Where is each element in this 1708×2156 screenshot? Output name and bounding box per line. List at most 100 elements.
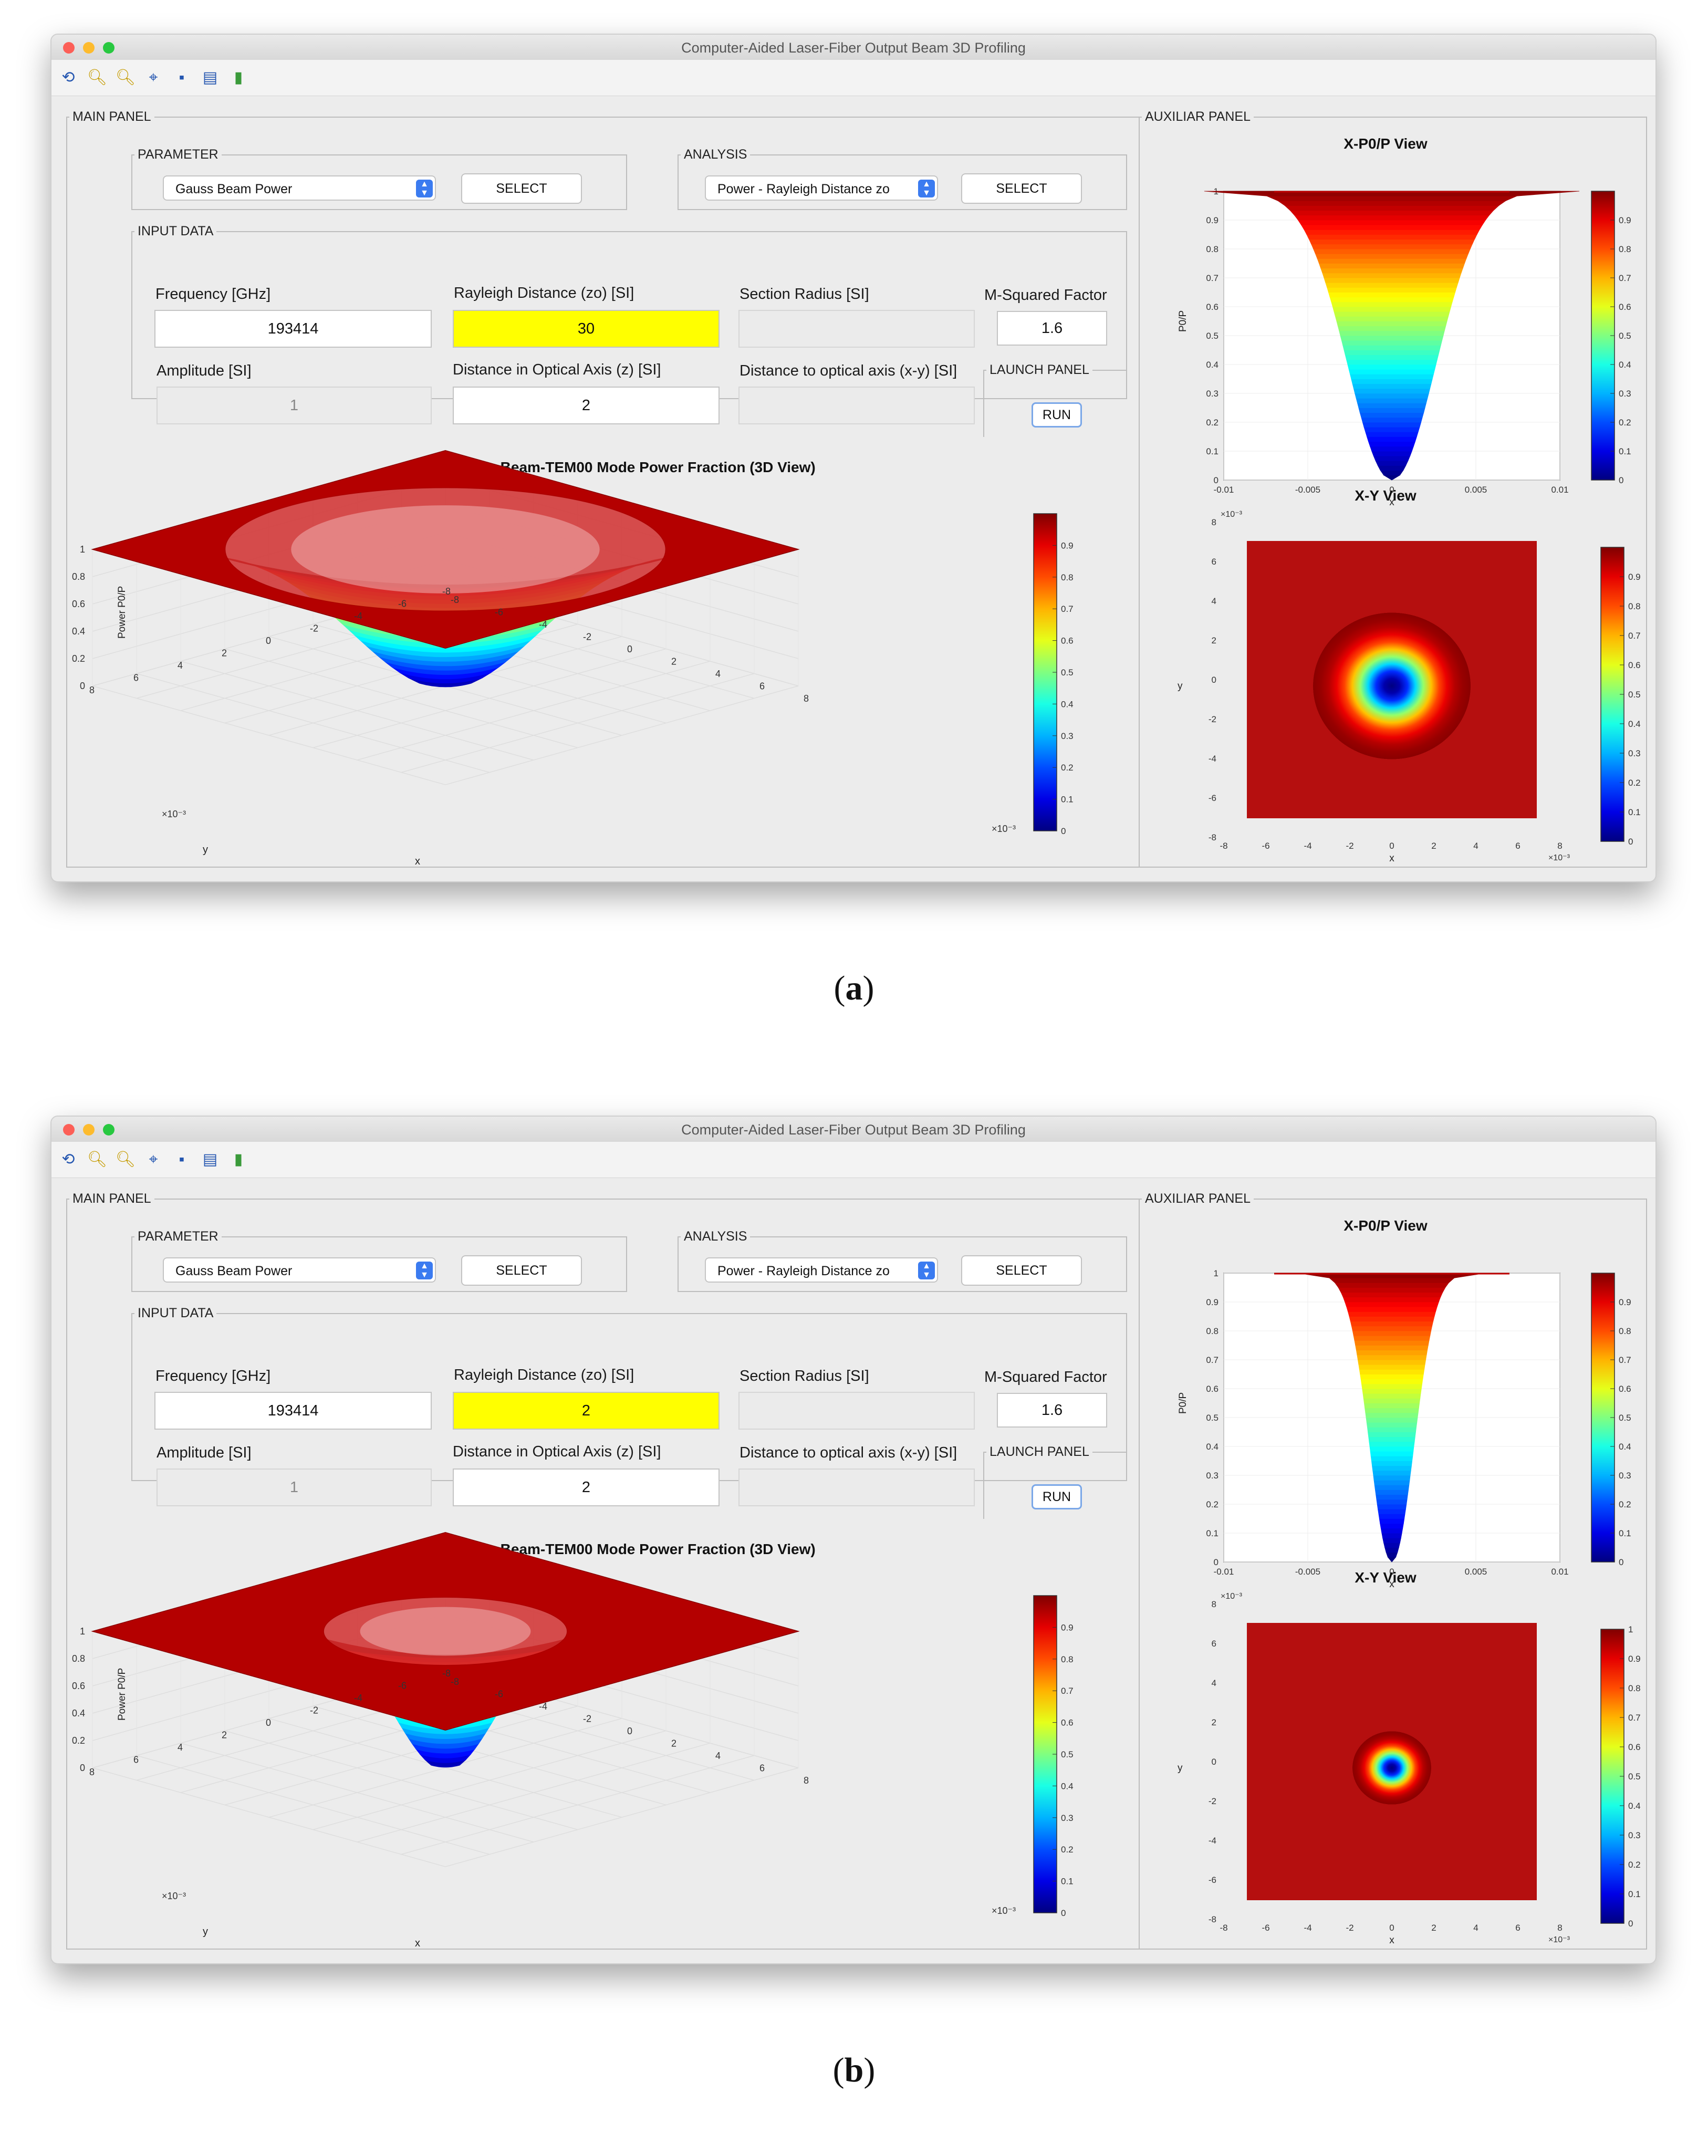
x-tick-label: 0.005 (1465, 485, 1487, 495)
rayleigh-distance-field[interactable]: 2 (453, 1392, 720, 1430)
zoom-in-icon[interactable]: 🔍︎ (87, 1151, 108, 1168)
y-tick-label: 0.2 (1206, 1499, 1218, 1509)
xp-curve-band (1373, 1475, 1411, 1481)
grid-line (357, 1743, 711, 1842)
minimize-window-button[interactable] (83, 1124, 95, 1136)
close-window-button[interactable] (63, 42, 75, 54)
close-window-button[interactable] (63, 1124, 75, 1136)
screenshot-a: Computer-Aided Laser-Fiber Output Beam 3… (0, 0, 1708, 1074)
xp-curve-band (1345, 1301, 1439, 1307)
y-tick-label: 6 (1212, 557, 1216, 567)
parameter-dropdown[interactable]: Gauss Beam Power ▲ ▼ (163, 175, 436, 201)
insert-legend-icon[interactable]: ▤ (202, 1151, 218, 1168)
y-tick-label: 0.9 (1206, 215, 1218, 225)
zoom-out-icon[interactable]: 🔍︎ (116, 1151, 136, 1168)
analysis-dropdown[interactable]: Power - Rayleigh Distance zo ▲ ▼ (705, 175, 938, 201)
rotate-icon[interactable]: ⟲ (61, 1151, 75, 1168)
y-tick-label: -8 (442, 586, 451, 597)
x-tick-label: 8 (804, 693, 809, 704)
xp-plot-axes[interactable]: 00.10.20.30.40.50.60.70.80.91-0.01-0.005… (1165, 1235, 1638, 1590)
zoom-in-icon[interactable]: 🔍︎ (87, 69, 108, 86)
x-tick-label: -2 (1346, 1923, 1353, 1933)
zoom-out-icon[interactable]: 🔍︎ (116, 69, 136, 86)
m-squared-field[interactable]: 1.6 (997, 1393, 1107, 1428)
x-axis-label: x (1389, 853, 1394, 864)
chevron-updown-icon: ▲ ▼ (416, 180, 433, 197)
y-tick-label: -4 (1209, 1836, 1216, 1846)
grid-line (136, 1755, 490, 1855)
xy-plot-axes[interactable]: 8 6 4 2 0 -2 -4 -6 -8 -8 -6 -4 -2 0 2 4 6 8 y x ×10⁻³ ×10⁻³ 0 0… (1165, 1583, 1648, 1946)
frequency-field[interactable]: 193414 (154, 310, 432, 348)
analysis-legend: ANALYSIS (684, 1229, 747, 1244)
y-tick-label: 4 (1212, 1678, 1216, 1688)
save-icon[interactable]: ▪ (179, 69, 185, 86)
y-tick-label: 8 (1212, 517, 1216, 527)
colorbar-tick-label: 0.2 (1061, 1845, 1074, 1855)
colorbar-tick-label: 0.4 (1628, 1801, 1641, 1811)
xp-curve-band (1358, 1364, 1425, 1370)
plot3d-axes[interactable]: 0 0.2 0.4 0.6 0.8 1 8 6 4 2 0 -2 -4 -6 -8-8 -6 -4 -2 0 2 4 6 8… (72, 450, 1091, 867)
caption-letter: b (844, 2051, 864, 2089)
run-button[interactable]: RUN (1032, 1484, 1082, 1509)
analysis-dropdown[interactable]: Power - Rayleigh Distance zo ▲ ▼ (705, 1257, 938, 1283)
xp-curve-band (1300, 224, 1483, 230)
m-squared-field[interactable]: 1.6 (997, 311, 1107, 346)
xp-curve-band (1357, 1355, 1427, 1360)
rayleigh-distance-field[interactable]: 30 (453, 310, 720, 348)
parameter-select-button[interactable]: SELECT (461, 1255, 582, 1286)
zoom-window-button[interactable] (103, 1124, 114, 1136)
insert-legend-icon[interactable]: ▤ (202, 69, 218, 86)
section-radius-field[interactable] (738, 310, 975, 348)
xp-curve-band (1370, 446, 1414, 452)
insert-colorbar-icon[interactable]: ▮ (234, 69, 243, 86)
parameter-dropdown[interactable]: Gauss Beam Power ▲ ▼ (163, 1257, 436, 1283)
xp-curve-band (1374, 1490, 1409, 1495)
optical-axis-distance-field[interactable]: 2 (453, 1468, 720, 1506)
plot3d-axes[interactable]: 0 0.2 0.4 0.6 0.8 1 8 6 4 2 0 -2 -4 -6 -8-8 -6 -4 -2 0 2 4 6 8… (72, 1532, 1091, 1949)
optical-axis-distance-field[interactable]: 2 (453, 387, 720, 424)
xy-plot-axes[interactable]: 8 6 4 2 0 -2 -4 -6 -8 -8 -6 -4 -2 0 2 4 6 8 y x ×10⁻³ ×10⁻³ 0 0… (1165, 501, 1648, 864)
z-tick-label: 0.8 (72, 571, 85, 582)
zoom-window-button[interactable] (103, 42, 114, 54)
xp-curve-band (1344, 350, 1440, 356)
xp-curve-band (1328, 1277, 1455, 1283)
data-cursor-icon[interactable]: ⌖ (149, 1151, 158, 1168)
frequency-field[interactable]: 193414 (154, 1392, 432, 1430)
colorbar-tick-label: 0.6 (1628, 660, 1641, 670)
parameter-select-button[interactable]: SELECT (461, 173, 582, 204)
amplitude-field[interactable]: 1 (157, 1468, 432, 1506)
surface-rim-highlight (360, 1607, 531, 1656)
rayleigh-distance-label: Rayleigh Distance (zo) [SI] (454, 1367, 634, 1383)
minimize-window-button[interactable] (83, 42, 95, 54)
section-radius-field[interactable] (738, 1392, 975, 1430)
xy-distance-field[interactable] (738, 1468, 975, 1506)
colorbar-tick-label: 0.9 (1628, 1654, 1641, 1664)
analysis-select-button[interactable]: SELECT (961, 1255, 1082, 1286)
xp-curve-band (1340, 1292, 1443, 1298)
rotate-icon[interactable]: ⟲ (61, 69, 75, 86)
y-tick-label: 0.7 (1206, 273, 1218, 283)
run-button[interactable]: RUN (1032, 402, 1082, 428)
xp-curve-band (1361, 1383, 1423, 1389)
z-tick-label: 0.8 (72, 1653, 85, 1664)
analysis-select-button[interactable]: SELECT (961, 173, 1082, 204)
insert-colorbar-icon[interactable]: ▮ (234, 1151, 243, 1168)
xp-curve-band (1367, 1426, 1417, 1432)
y-tick-label: -6 (1209, 1875, 1216, 1885)
xp-curve-band (1308, 239, 1475, 245)
data-cursor-icon[interactable]: ⌖ (149, 69, 158, 86)
x-axis-label: x (415, 1938, 420, 1949)
y-tick-label: 2 (1212, 1717, 1216, 1727)
x-tick-label: -0.005 (1295, 485, 1320, 495)
y-tick-label: -6 (398, 598, 407, 609)
y-exponent-label: ×10⁻³ (1221, 510, 1243, 519)
xp-plot-axes[interactable]: 00.10.20.30.40.50.60.70.80.91-0.01-0.005… (1165, 153, 1638, 508)
xy-distance-field[interactable] (738, 387, 975, 424)
y-tick-label: -4 (354, 1693, 362, 1703)
xp-curve-band (1360, 1374, 1424, 1380)
save-icon[interactable]: ▪ (179, 1151, 185, 1168)
xp-curve-band (1313, 248, 1471, 254)
auxiliar-panel: AUXILIAR PANEL (1139, 1191, 1647, 1950)
xp-curve-band (1379, 1518, 1405, 1524)
amplitude-field[interactable]: 1 (157, 387, 432, 424)
